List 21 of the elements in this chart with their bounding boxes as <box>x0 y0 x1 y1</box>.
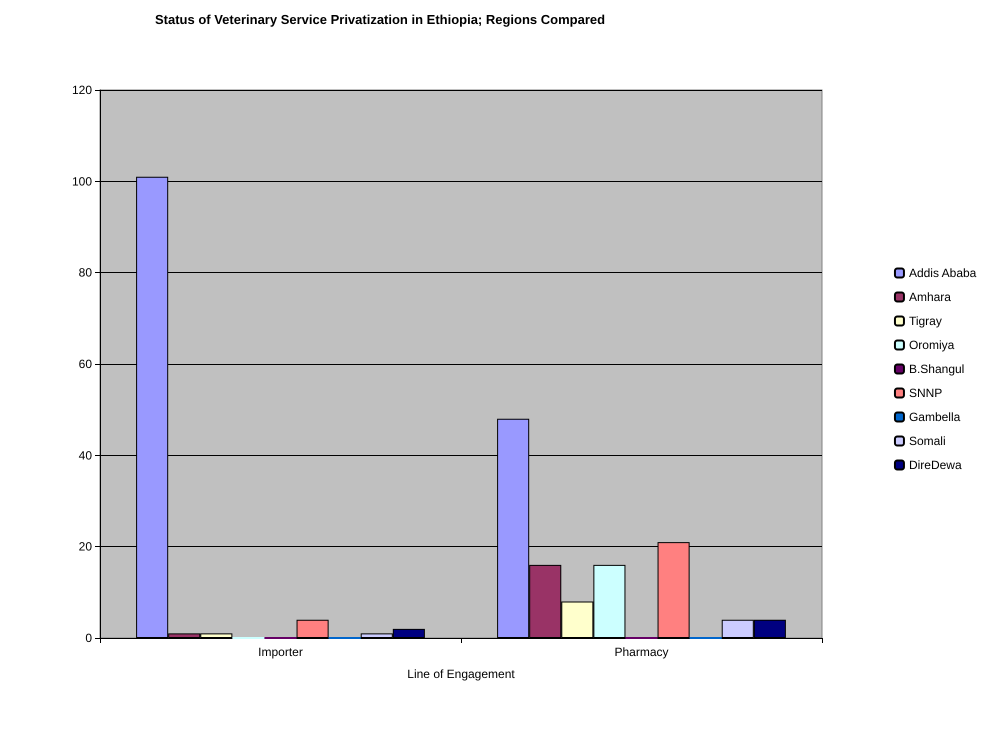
legend-label: SNNP <box>908 386 942 400</box>
legend-label: DireDewa <box>908 458 962 472</box>
legend-label: B.Shangul <box>908 362 964 376</box>
legend-label: Somali <box>908 434 946 448</box>
y-tick-label: 20 <box>78 540 92 554</box>
y-tick-label: 60 <box>78 357 92 371</box>
x-axis-title: Line of Engagement <box>407 667 516 681</box>
x-tick-label: Pharmacy <box>614 645 669 659</box>
legend-label: Oromiya <box>908 338 955 352</box>
legend-label: Amhara <box>908 290 952 304</box>
y-tick-label: 100 <box>72 174 92 188</box>
y-tick-label: 120 <box>72 83 92 97</box>
legend-label: Addis Ababa <box>908 266 977 280</box>
bar <box>296 620 329 638</box>
legend-label: Tigray <box>908 314 942 328</box>
y-tick-label: 40 <box>78 448 92 462</box>
y-tick-label: 0 <box>85 631 92 645</box>
chart-title: Status of Veterinary Service Privatization in Ethiopia; Regions Compared <box>155 12 606 27</box>
x-tick-label: Importer <box>258 645 303 659</box>
y-tick-label: 80 <box>78 266 92 280</box>
legend-label: Gambella <box>908 410 961 424</box>
